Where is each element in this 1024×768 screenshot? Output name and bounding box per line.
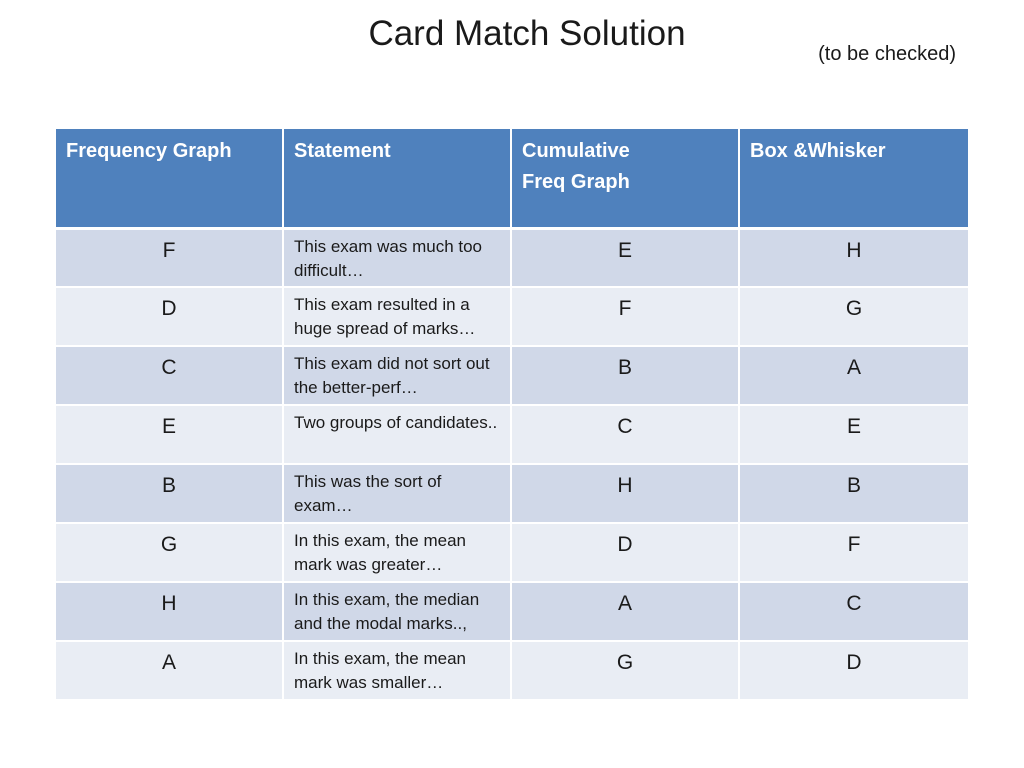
table-row: G In this exam, the mean mark was greate… <box>54 522 970 583</box>
box-whisker-cell: H <box>738 226 970 288</box>
cumulative-cell: G <box>510 640 740 701</box>
freq-graph-cell: G <box>54 522 284 583</box>
freq-graph-cell: A <box>54 640 284 701</box>
table-row: H In this exam, the median and the modal… <box>54 581 970 642</box>
statement-cell: In this exam, the median and the modal m… <box>282 581 512 642</box>
box-whisker-cell: B <box>738 463 970 524</box>
table-row: B This was the sort of exam… H B <box>54 463 970 524</box>
header-cumulative-line1: Cumulative <box>522 140 630 162</box>
cumulative-cell: B <box>510 345 740 406</box>
table-row: E Two groups of candidates.. C E <box>54 404 970 465</box>
header-statement: Statement <box>282 127 512 229</box>
cumulative-cell: F <box>510 286 740 347</box>
freq-graph-cell: D <box>54 286 284 347</box>
statement-cell: This exam did not sort out the better-pe… <box>282 345 512 406</box>
box-whisker-cell: G <box>738 286 970 347</box>
freq-graph-cell: C <box>54 345 284 406</box>
table-row: D This exam resulted in a huge spread of… <box>54 286 970 347</box>
box-whisker-cell: E <box>738 404 970 465</box>
table-row: F This exam was much too difficult… E H <box>54 226 970 288</box>
table-row: C This exam did not sort out the better-… <box>54 345 970 406</box>
freq-graph-cell: F <box>54 226 284 288</box>
statement-cell: In this exam, the mean mark was greater… <box>282 522 512 583</box>
freq-graph-cell: B <box>54 463 284 524</box>
freq-graph-cell: E <box>54 404 284 465</box>
card-match-table: Frequency Graph Statement Cumulative Fre… <box>54 127 970 701</box>
statement-cell: In this exam, the mean mark was smaller… <box>282 640 512 701</box>
statement-cell: This exam was much too difficult… <box>282 226 512 288</box>
statement-cell: This exam resulted in a huge spread of m… <box>282 286 512 347</box>
box-whisker-cell: A <box>738 345 970 406</box>
header-frequency-graph: Frequency Graph <box>54 127 284 229</box>
table-header-row: Frequency Graph Statement Cumulative Fre… <box>54 127 970 229</box>
header-box-whisker: Box &Whisker <box>738 127 970 229</box>
header-cumulative-line2: Freq Graph <box>522 171 630 193</box>
slide-subtitle: (to be checked) <box>818 43 956 65</box>
table-row: A In this exam, the mean mark was smalle… <box>54 640 970 701</box>
cumulative-cell: D <box>510 522 740 583</box>
box-whisker-cell: F <box>738 522 970 583</box>
cumulative-cell: A <box>510 581 740 642</box>
header-cumulative-freq-graph: Cumulative Freq Graph <box>510 127 740 229</box>
cumulative-cell: C <box>510 404 740 465</box>
statement-cell: This was the sort of exam… <box>282 463 512 524</box>
statement-cell: Two groups of candidates.. <box>282 404 512 465</box>
box-whisker-cell: C <box>738 581 970 642</box>
cumulative-cell: H <box>510 463 740 524</box>
cumulative-cell: E <box>510 226 740 288</box>
freq-graph-cell: H <box>54 581 284 642</box>
box-whisker-cell: D <box>738 640 970 701</box>
